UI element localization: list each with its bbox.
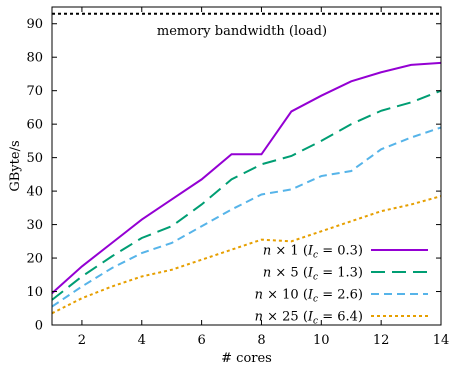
plot-frame: [51, 6, 442, 326]
x-tick-label: 6: [197, 333, 205, 348]
y-tick-label: 40: [26, 185, 43, 200]
x-tick-label: 4: [138, 333, 146, 348]
memory-bandwidth-label: memory bandwidth (load): [157, 24, 327, 39]
legend-label-4: n × 25 (Ic = 6.4): [255, 310, 363, 327]
y-tick-label: 80: [26, 51, 43, 66]
legend-label-2: n × 5 (Ic = 1.3): [263, 266, 363, 283]
x-tick-label: 10: [313, 333, 330, 348]
series-group: [51, 61, 442, 315]
x-tick-label: 8: [257, 333, 265, 348]
x-tick-label: 14: [433, 333, 449, 348]
y-axis-label: GByte/s: [8, 140, 23, 191]
y-tick-label: 0: [35, 319, 43, 334]
x-axis-label: # cores: [221, 351, 272, 366]
legend-label-1: n × 1 (Ic = 0.3): [263, 244, 363, 261]
series-line-1: [51, 61, 442, 294]
y-tick-label: 60: [26, 118, 43, 133]
ticks-group: 2 4 6 8 10 12 14 0 10 20 30 40 50 60 70 80 90: [26, 7, 449, 348]
y-tick-label: 70: [26, 84, 43, 99]
x-tick-label: 12: [373, 333, 390, 348]
x-tick-label: 2: [78, 333, 86, 348]
legend-label-3: n × 10 (Ic = 2.6): [255, 288, 363, 305]
series-line-2: [51, 89, 442, 301]
y-tick-label: 50: [26, 151, 43, 166]
series-line-4: [51, 195, 442, 315]
y-tick-label: 30: [26, 218, 43, 233]
y-tick-label: 10: [26, 285, 43, 300]
legend: n × 1 (Ic = 0.3) n × 5 (Ic = 1.3) n × 10 (…: [255, 244, 428, 327]
y-tick-label: 90: [26, 17, 43, 32]
series-line-3: [51, 126, 442, 308]
y-tick-label: 20: [26, 252, 43, 267]
